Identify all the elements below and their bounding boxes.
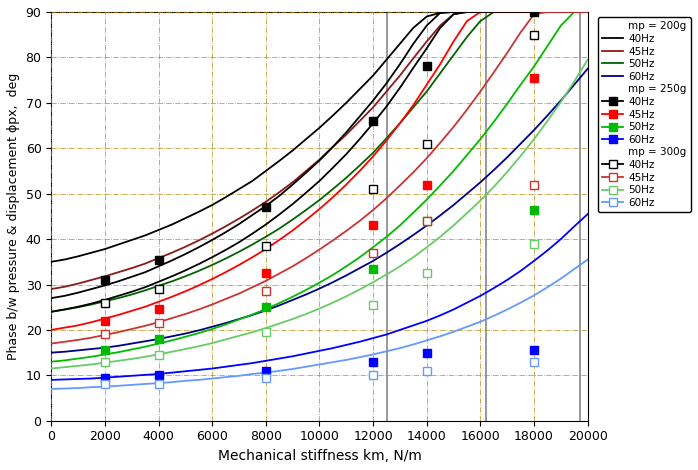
Legend: mp = 200g, 40Hz, 45Hz, 50Hz, 60Hz, mp = 250g, 40Hz, 45Hz, 50Hz, 60Hz, mp = 300g,: mp = 200g, 40Hz, 45Hz, 50Hz, 60Hz, mp = …	[598, 17, 691, 212]
X-axis label: Mechanical stiffness km, N/m: Mechanical stiffness km, N/m	[218, 449, 422, 463]
Y-axis label: Phase b/w pressure & displacement ϕpx,  deg: Phase b/w pressure & displacement ϕpx, d…	[7, 73, 20, 360]
